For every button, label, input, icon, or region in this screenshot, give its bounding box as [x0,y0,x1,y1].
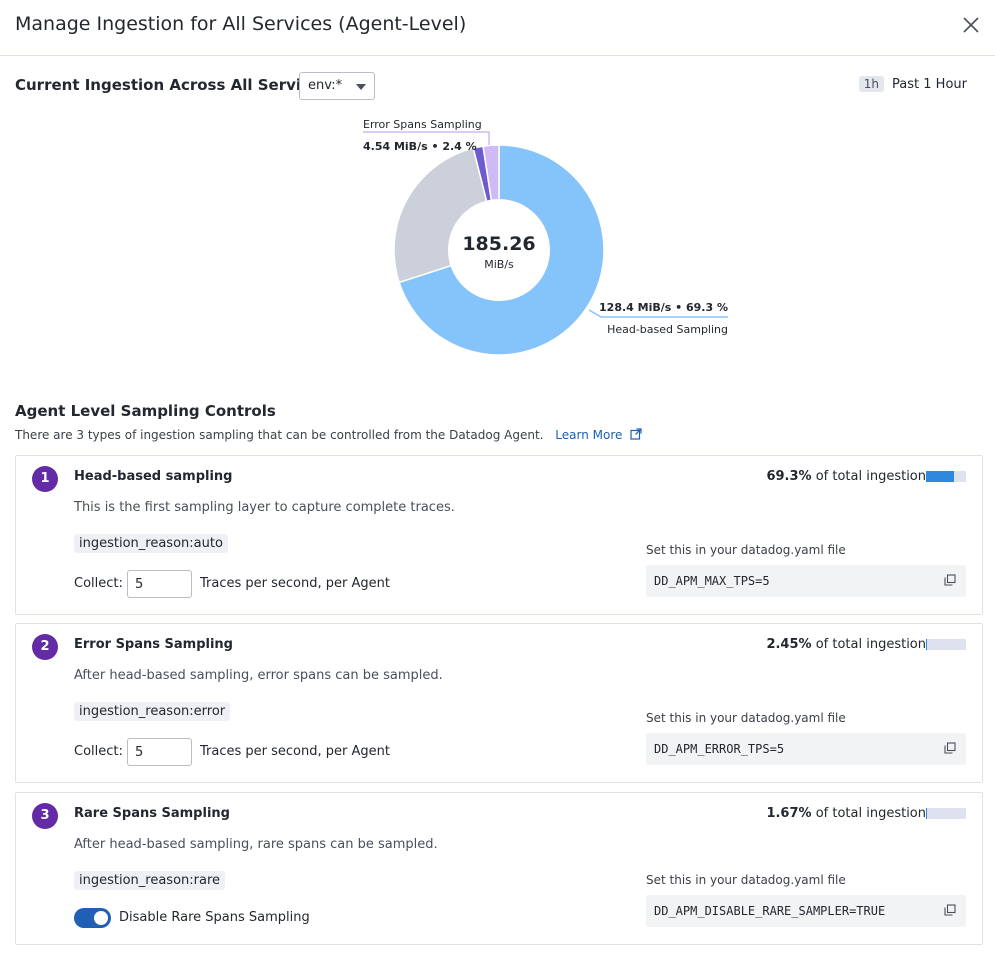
yaml-hint: Set this in your datadog.yaml file [646,873,846,887]
ingestion-percent-value: 69.3% [766,469,812,484]
card-error-spans: 2 Error Spans Sampling 2.45% of total in… [15,623,983,783]
env-filter-select[interactable]: env:* [299,72,375,100]
yaml-hint: Set this in your datadog.yaml file [646,543,846,557]
controls-intro: There are 3 types of ingestion sampling … [15,428,642,442]
learn-more-link[interactable]: Learn More [555,428,642,442]
ingestion-percent-bar-fill [926,639,927,650]
head-callout-label: Head-based Sampling [607,323,728,336]
ingestion-percent: 1.67% of total ingestion [766,806,926,821]
config-text: DD_APM_DISABLE_RARE_SAMPLER=TRUE [654,904,886,918]
ingestion-percent-suffix: of total ingestion [815,806,926,821]
overview-title: Current Ingestion Across All Services [15,76,330,94]
collect-tps-input[interactable] [127,738,192,766]
card-rare-spans: 3 Rare Spans Sampling 1.67% of total ing… [15,792,983,945]
donut-center-value: 185.26 [462,233,535,255]
head-callout-value: 128.4 MiB/s • 69.3 % [599,301,728,314]
card-title: Rare Spans Sampling [74,806,230,821]
card-title: Error Spans Sampling [74,637,233,652]
ingestion-reason-tag: ingestion_reason:error [74,702,231,721]
ingestion-reason-tag: ingestion_reason:rare [74,871,226,890]
copy-icon[interactable] [944,742,956,754]
copy-icon[interactable] [944,904,956,916]
dialog-title: Manage Ingestion for All Services (Agent… [15,13,467,35]
ingestion-percent: 2.45% of total ingestion [766,637,926,652]
ingestion-percent-value: 1.67% [766,806,812,821]
ingestion-percent-suffix: of total ingestion [815,469,926,484]
card-description: After head-based sampling, rare spans ca… [74,837,438,852]
config-snippet: DD_APM_ERROR_TPS=5 [646,733,966,765]
external-link-icon [630,428,642,440]
yaml-hint: Set this in your datadog.yaml file [646,711,846,725]
controls-title: Agent Level Sampling Controls [15,402,276,420]
step-number: 3 [32,803,58,829]
env-filter-value: env:* [308,78,343,93]
config-text: DD_APM_MAX_TPS=5 [654,574,770,588]
donut-svg: 185.26 MiB/s Error Spans Sampling 4.54 M… [363,118,728,356]
close-icon[interactable] [961,15,981,35]
ingestion-percent-bar [926,471,966,482]
ingestion-percent-bar [926,639,966,650]
card-description: This is the first sampling layer to capt… [74,500,455,515]
collect-label: Collect: [74,744,123,759]
step-number: 2 [32,634,58,660]
time-range-label: Past 1 Hour [892,76,967,92]
step-number: 1 [32,466,58,492]
collect-tps-input[interactable] [127,570,192,598]
config-snippet: DD_APM_DISABLE_RARE_SAMPLER=TRUE [646,895,966,927]
config-snippet: DD_APM_MAX_TPS=5 [646,565,966,597]
toggle-knob [94,911,108,925]
donut-hole [448,199,550,301]
ingestion-percent: 69.3% of total ingestion [766,469,926,484]
ingestion-percent-bar-fill [926,808,927,819]
dialog-header: Manage Ingestion for All Services (Agent… [0,0,995,56]
copy-icon[interactable] [944,574,956,586]
ingestion-reason-tag: ingestion_reason:auto [74,534,228,553]
controls-intro-text: There are 3 types of ingestion sampling … [15,428,544,442]
ingestion-donut-chart: 185.26 MiB/s Error Spans Sampling 4.54 M… [0,105,995,375]
error-callout-value: 4.54 MiB/s • 2.4 % [363,140,477,153]
time-range-picker[interactable]: 1h Past 1 Hour [858,76,967,92]
error-callout-label: Error Spans Sampling [363,118,482,131]
card-description: After head-based sampling, error spans c… [74,668,443,683]
collect-suffix: Traces per second, per Agent [200,576,390,591]
donut-center-unit: MiB/s [484,258,514,271]
disable-rare-sampler-toggle[interactable] [74,908,111,928]
collect-suffix: Traces per second, per Agent [200,744,390,759]
toggle-label: Disable Rare Spans Sampling [119,910,310,925]
caret-down-icon [356,84,366,90]
learn-more-label: Learn More [555,428,623,442]
ingestion-percent-value: 2.45% [766,637,812,652]
error-callout-line [363,131,490,145]
ingestion-percent-bar [926,808,966,819]
head-callout-line [588,309,728,318]
config-text: DD_APM_ERROR_TPS=5 [654,742,785,756]
ingestion-percent-bar-fill [926,471,954,482]
card-head-based: 1 Head-based sampling 69.3% of total ing… [15,455,983,615]
time-range-badge: 1h [858,76,885,92]
ingestion-percent-suffix: of total ingestion [815,637,926,652]
card-title: Head-based sampling [74,469,233,484]
collect-label: Collect: [74,576,123,591]
